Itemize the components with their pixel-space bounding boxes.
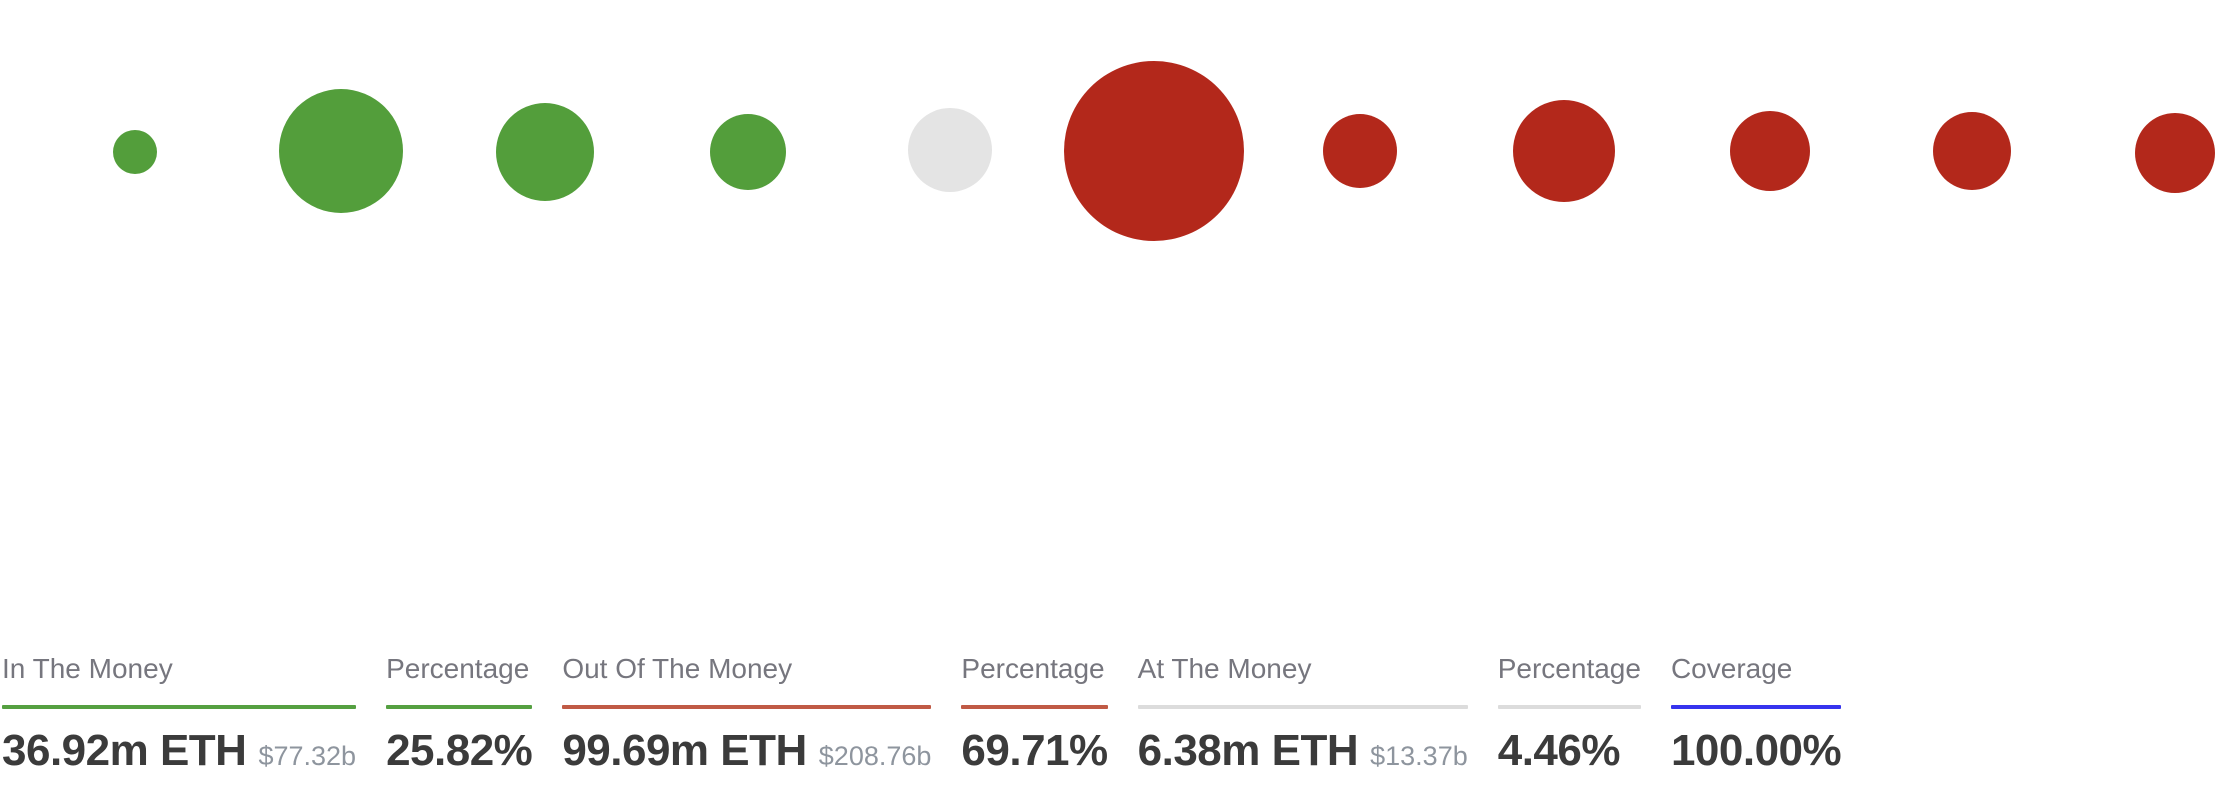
stat-value-row: 99.69m ETH $208.76b bbox=[562, 727, 931, 780]
stat-label: Coverage bbox=[1670, 653, 1793, 684]
stat-underline bbox=[961, 705, 1108, 709]
bubble-out-of-the-money[interactable] bbox=[1323, 114, 1397, 188]
bubble-chart bbox=[0, 0, 2222, 320]
stat-label: Percentage bbox=[961, 653, 1105, 684]
stat-usd-value: $77.32b bbox=[258, 741, 357, 771]
stat-value: 6.38m ETH bbox=[1137, 726, 1359, 775]
stat-at-the-money: At The Money 6.38m ETH $13.37b bbox=[1137, 652, 1468, 780]
stat-underline bbox=[1137, 705, 1468, 709]
stat-value: 100.00% bbox=[1670, 726, 1842, 775]
stat-value-row: 36.92m ETH $77.32b bbox=[2, 727, 356, 780]
stat-label: Percentage bbox=[386, 653, 530, 684]
bubble-out-of-the-money[interactable] bbox=[1933, 112, 2011, 190]
stat-usd-value: $208.76b bbox=[818, 741, 932, 771]
stat-at-the-money-percentage: Percentage 4.46% bbox=[1497, 652, 1641, 775]
stat-usd-value: $13.37b bbox=[1370, 741, 1468, 771]
stat-value: 4.46% bbox=[1497, 726, 1621, 775]
stat-underline bbox=[1670, 705, 1842, 709]
stat-value-row: 100.00% bbox=[1670, 726, 1842, 775]
stat-underline bbox=[386, 705, 533, 709]
stat-label: Out Of The Money bbox=[562, 653, 793, 684]
bubble-out-of-the-money[interactable] bbox=[2135, 113, 2215, 193]
bubble-out-of-the-money[interactable] bbox=[1513, 100, 1615, 202]
stat-label: At The Money bbox=[1137, 653, 1312, 684]
stat-label: In The Money bbox=[2, 653, 173, 684]
bubble-in-the-money[interactable] bbox=[496, 103, 594, 201]
stats-row: In The Money 36.92m ETH $77.32b Percenta… bbox=[2, 652, 1842, 780]
stat-value: 99.69m ETH bbox=[562, 726, 807, 775]
stat-underline bbox=[2, 705, 357, 709]
stat-underline bbox=[1497, 705, 1641, 709]
stat-value-row: 25.82% bbox=[386, 726, 533, 775]
stat-value-row: 4.46% bbox=[1498, 727, 1641, 775]
stat-value-row: 69.71% bbox=[961, 726, 1108, 775]
bubble-in-the-money[interactable] bbox=[710, 114, 786, 190]
bubble-at-the-money[interactable] bbox=[908, 108, 992, 192]
stat-value: 36.92m ETH bbox=[2, 726, 247, 775]
stat-in-the-money: In The Money 36.92m ETH $77.32b bbox=[2, 652, 357, 780]
stat-value: 69.71% bbox=[961, 726, 1108, 775]
bubble-out-of-the-money[interactable] bbox=[1064, 61, 1244, 241]
bubble-out-of-the-money[interactable] bbox=[1730, 111, 1810, 191]
stat-out-of-the-money-percentage: Percentage 69.71% bbox=[961, 652, 1108, 775]
stat-coverage: Coverage 100.00% bbox=[1670, 652, 1842, 775]
stat-out-of-the-money: Out Of The Money 99.69m ETH $208.76b bbox=[562, 652, 932, 780]
stat-in-the-money-percentage: Percentage 25.82% bbox=[386, 652, 533, 775]
bubble-in-the-money[interactable] bbox=[113, 130, 157, 174]
stat-value: 25.82% bbox=[386, 726, 533, 775]
stat-value-row: 6.38m ETH $13.37b bbox=[1138, 727, 1468, 780]
bubble-in-the-money[interactable] bbox=[279, 89, 403, 213]
stat-underline bbox=[562, 705, 932, 709]
stat-label: Percentage bbox=[1497, 653, 1641, 684]
